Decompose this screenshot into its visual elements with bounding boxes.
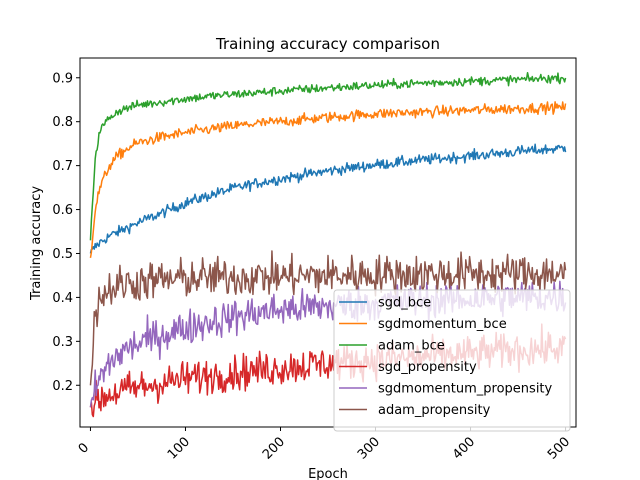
y-tick-label: 0.5 <box>52 247 73 262</box>
x-tick-label: 0 <box>76 440 92 456</box>
y-axis: 0.2 0.3 0.4 0.5 0.6 0.7 0.8 0.9 <box>52 71 80 394</box>
x-tick-label: 400 <box>450 434 478 462</box>
y-tick-label: 0.7 <box>52 159 73 174</box>
x-tick-label: 300 <box>355 434 383 462</box>
x-tick-label: 200 <box>260 434 288 462</box>
y-tick-label: 0.9 <box>52 71 73 86</box>
legend-label-sgd_propensity: sgd_propensity <box>378 360 477 375</box>
legend: sgd_bce sgdmomentum_bce adam_bce sgd_propen… <box>333 289 571 432</box>
y-tick-label: 0.3 <box>52 335 73 350</box>
legend-label-adam_propensity: adam_propensity <box>378 403 491 418</box>
y-tick-label: 0.6 <box>52 203 73 218</box>
legend-label-adam_bce: adam_bce <box>378 339 445 354</box>
x-tick-label: 100 <box>165 434 193 462</box>
chart-title: Training accuracy comparison <box>215 35 440 53</box>
series-line-adam_propensity <box>89 250 567 386</box>
series-line-sgd_bce <box>89 143 567 254</box>
legend-label-sgd_bce: sgd_bce <box>378 296 431 311</box>
x-axis-label: Epoch <box>308 467 348 480</box>
x-tick-label: 500 <box>545 434 573 462</box>
series-line-adam_bce <box>89 71 567 241</box>
series-layer <box>89 71 567 418</box>
legend-box <box>333 289 571 432</box>
y-tick-label: 0.8 <box>52 115 73 130</box>
y-axis-label: Training accuracy <box>29 186 44 301</box>
legend-label-sgdmomentum_propensity: sgdmomentum_propensity <box>378 382 553 397</box>
x-axis: 0 100 200 300 400 500 <box>76 427 573 463</box>
series-line-sgdmomentum_bce <box>89 101 567 259</box>
plot-frame <box>79 57 577 428</box>
y-tick-label: 0.2 <box>52 379 73 394</box>
y-tick-label: 0.4 <box>52 291 73 306</box>
legend-label-sgdmomentum_bce: sgdmomentum_bce <box>378 317 507 332</box>
